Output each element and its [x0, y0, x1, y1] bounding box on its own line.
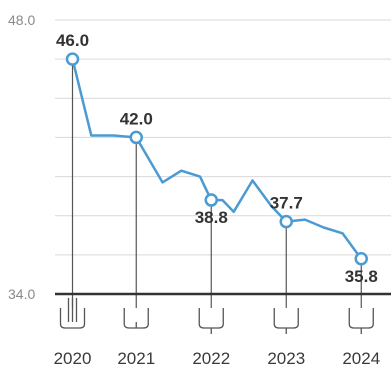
y-tick-label: 48.0: [8, 12, 35, 28]
x-axis-marker: [59, 298, 86, 329]
data-label: 38.8: [195, 208, 228, 227]
x-axis-marker: [348, 308, 374, 334]
data-label: 35.8: [345, 267, 378, 286]
point-marker: [279, 214, 293, 229]
x-axis-marker: [123, 308, 149, 329]
point-marker: [129, 130, 143, 145]
x-axis-marker: [273, 308, 299, 334]
y-tick-label: 34.0: [8, 286, 35, 302]
point-marker: [204, 193, 218, 207]
data-label: 37.7: [270, 194, 303, 213]
point-markers: [65, 52, 368, 266]
point-marker: [354, 252, 368, 266]
x-tick-label: 2020: [54, 349, 92, 368]
gridlines: [55, 19, 391, 256]
point-marker: [65, 52, 80, 66]
x-axis-markers: [59, 298, 374, 334]
series-line: [71, 58, 363, 260]
drop-lines: [71, 59, 362, 308]
data-labels: 46.0 42.0 38.8 37.7 35.8: [56, 31, 378, 286]
series-lines: [71, 58, 363, 260]
x-tick-label: 2021: [117, 349, 155, 368]
x-axis-marker: [198, 308, 224, 334]
y-axis-ticks: 48.0 34.0: [8, 12, 35, 302]
data-label: 46.0: [56, 31, 89, 50]
x-tick-label: 2022: [192, 349, 230, 368]
x-axis-ticks: 2020 2021 2022 2023 2024: [54, 349, 381, 368]
data-label: 42.0: [120, 109, 153, 128]
x-tick-label: 2023: [267, 349, 305, 368]
x-tick-label: 2024: [342, 349, 380, 368]
